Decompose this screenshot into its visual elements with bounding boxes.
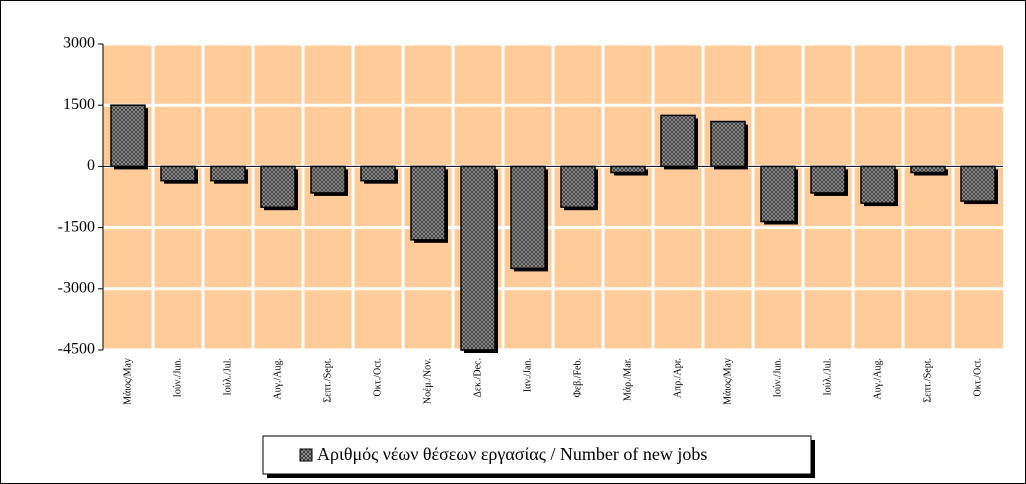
bar xyxy=(710,120,746,168)
bar xyxy=(560,165,596,208)
x-tick-label: Σεπτ./Sept. xyxy=(322,358,333,403)
bar xyxy=(160,165,196,182)
legend-swatch xyxy=(299,448,313,462)
x-tick-label: Οκτ./Oct. xyxy=(972,358,983,397)
x-tick-label: Ιούν./Jun. xyxy=(172,358,183,397)
y-tick-label: -4500 xyxy=(58,341,95,358)
x-tick-label: Φεβ./Feb. xyxy=(572,358,583,397)
x-tick-label: Νοέμ./Nov. xyxy=(422,358,433,404)
legend-label: Αριθμός νέων θέσεων εργασίας / Number of… xyxy=(317,444,707,464)
x-tick-label: Μάιος/May xyxy=(122,358,133,405)
y-tick-label: -1500 xyxy=(58,218,95,235)
bar xyxy=(760,165,796,223)
x-tick-label: Ιούλ./Jul. xyxy=(822,358,833,396)
bar xyxy=(110,104,146,168)
x-tick-label: Αυγ./Aug. xyxy=(272,358,283,400)
bar xyxy=(660,114,696,168)
x-tick-label: Απρ./Apr. xyxy=(672,358,683,398)
bar xyxy=(860,165,896,204)
x-tick-label: Οκτ./Oct. xyxy=(372,358,383,397)
bar xyxy=(460,165,496,351)
x-tick-label: Δεκ./Dec. xyxy=(472,358,483,398)
bar xyxy=(510,165,546,270)
legend xyxy=(262,435,812,475)
x-tick-label: Σεπτ./Sept. xyxy=(922,358,933,403)
x-tick-label: Ιούν./Jun. xyxy=(772,358,783,397)
x-tick-label: Ιαν./Jan. xyxy=(522,358,533,392)
bar xyxy=(310,165,346,194)
bar xyxy=(360,165,396,182)
y-tick-label: -3000 xyxy=(58,279,95,296)
x-tick-label: Μάιος/May xyxy=(722,358,733,405)
y-tick-label: 1500 xyxy=(63,96,95,113)
bar xyxy=(610,165,646,174)
bar xyxy=(210,165,246,182)
bar xyxy=(810,165,846,194)
y-tick-label: 0 xyxy=(87,157,95,174)
x-tick-label: Αυγ./Aug. xyxy=(872,358,883,400)
bar xyxy=(910,165,946,174)
bar xyxy=(960,165,996,202)
x-tick-label: Ιούλ./Jul. xyxy=(222,358,233,396)
x-tick-label: Μάρ./Mar. xyxy=(622,358,633,401)
y-tick-label: 3000 xyxy=(63,35,95,52)
bar xyxy=(410,165,446,241)
bar xyxy=(260,165,296,208)
